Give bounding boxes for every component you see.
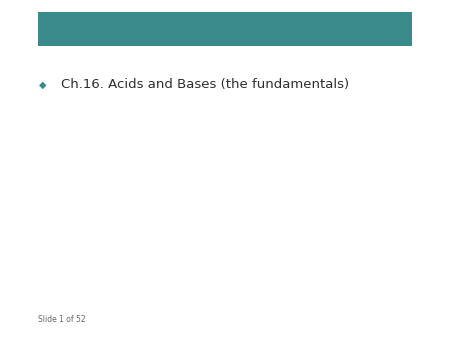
Bar [38,12,412,46]
Text: Ch.16. Acids and Bases (the fundamentals): Ch.16. Acids and Bases (the fundamentals… [61,78,349,91]
Text: Slide 1 of 52: Slide 1 of 52 [38,315,86,324]
Text: ◆: ◆ [39,79,46,90]
